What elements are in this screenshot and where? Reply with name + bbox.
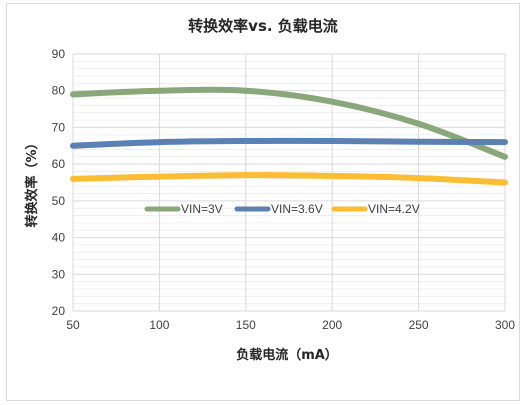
series-line-3: [70, 172, 508, 186]
legend: VIN=3V VIN=3.6V VIN=4.2V: [144, 202, 420, 216]
legend-label: VIN=3.6V: [271, 202, 323, 216]
x-tick-label: 200: [322, 318, 342, 332]
legend-label: VIN=4.2V: [368, 202, 420, 216]
x-tick-label: 300: [495, 318, 515, 332]
legend-label: VIN=3V: [181, 202, 223, 216]
chart-frame: [6, 3, 520, 401]
x-tick-label: 100: [149, 318, 169, 332]
x-tick-label: 250: [409, 318, 429, 332]
x-axis-title: 负载电流（mA）: [236, 347, 338, 363]
y-tick-label: 60: [52, 157, 66, 171]
y-tick-label: 30: [52, 267, 66, 281]
series-line-1: [70, 86, 508, 160]
x-tick-label: 150: [236, 318, 256, 332]
y-tick-label: 50: [52, 194, 66, 208]
y-tick-label: 70: [52, 120, 66, 134]
y-tick-label: 40: [52, 231, 66, 245]
chart-title: 转换效率vs. 负载电流: [188, 17, 338, 35]
x-tick-label: 50: [66, 318, 80, 332]
y-tick-label: 80: [52, 84, 66, 98]
x-axis-ticks: 50 100 150 200 250 300: [66, 318, 515, 332]
y-axis-title: 转换效率（%）: [24, 136, 40, 227]
major-gridlines: [72, 53, 506, 312]
y-tick-label: 20: [52, 304, 66, 318]
y-tick-label: 90: [52, 47, 66, 61]
series-line-2: [70, 137, 508, 149]
series-layer: [70, 86, 508, 186]
y-axis-ticks: 20 30 40 50 60 70 80 90: [52, 47, 66, 318]
